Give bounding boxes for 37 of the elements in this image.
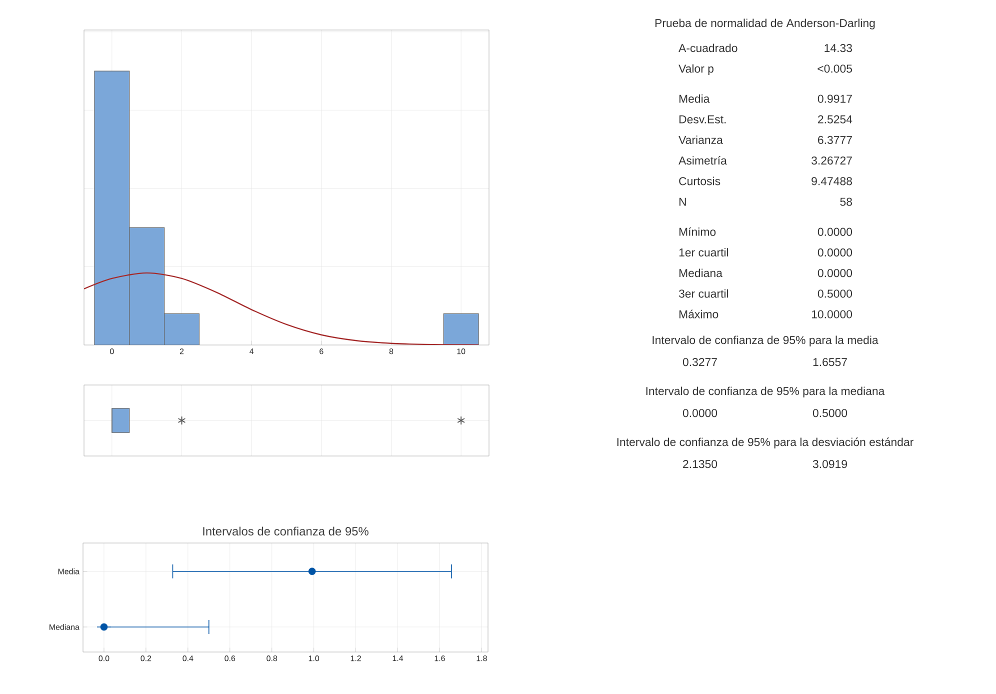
text: 3.26727: [812, 156, 852, 165]
category-label: 3er cuartil: [678, 289, 728, 298]
category-label: N: [679, 198, 686, 206]
category-label: Media: [679, 94, 710, 103]
text: 6.3777: [818, 136, 852, 144]
text: 0.3277: [682, 358, 717, 366]
category-label: Curtosis: [679, 176, 720, 186]
category-label: Desv.Est.: [679, 115, 726, 124]
text: 0.9917: [818, 94, 852, 103]
category-label: Asimetría: [678, 156, 727, 165]
text: 0.5000: [818, 290, 852, 298]
category-label: Varianza: [678, 136, 723, 144]
category-label: Mediana: [679, 268, 722, 278]
text: 1.6557: [813, 358, 847, 366]
text: 10.0000: [812, 310, 852, 318]
text: 9.47488: [812, 177, 852, 186]
text: 3.0919: [812, 460, 847, 468]
category-label: Máximo: [679, 310, 718, 318]
text: Prueba de normalidad de Anderson-Darling: [655, 18, 875, 30]
text: 0.0000: [682, 408, 718, 418]
text: 0.0000: [818, 268, 852, 278]
category-label: 1er cuartil: [679, 248, 728, 257]
text: 2.5254: [818, 115, 852, 124]
text: 0.0000: [818, 228, 852, 236]
text: 0.5000: [812, 408, 848, 418]
text: 2.1350: [683, 460, 718, 468]
text: Intervalo de confianza de 95% para la mediana: [646, 386, 885, 398]
text: 14.33: [824, 44, 852, 52]
chart-title: Intervalos de confianza de 95%: [203, 526, 368, 536]
category-label: A-cuadrado: [678, 44, 738, 52]
category-label: Mínimo: [679, 227, 716, 236]
text: Intervalo de confianza de 95% para la media: [652, 336, 878, 346]
category-label: Valor p: [678, 64, 714, 75]
text: <0.005: [818, 64, 852, 73]
text: 58: [840, 198, 852, 206]
text: 0.0000: [818, 248, 852, 257]
text: Intervalo de confianza de 95% para la desviación estándar: [617, 438, 914, 448]
